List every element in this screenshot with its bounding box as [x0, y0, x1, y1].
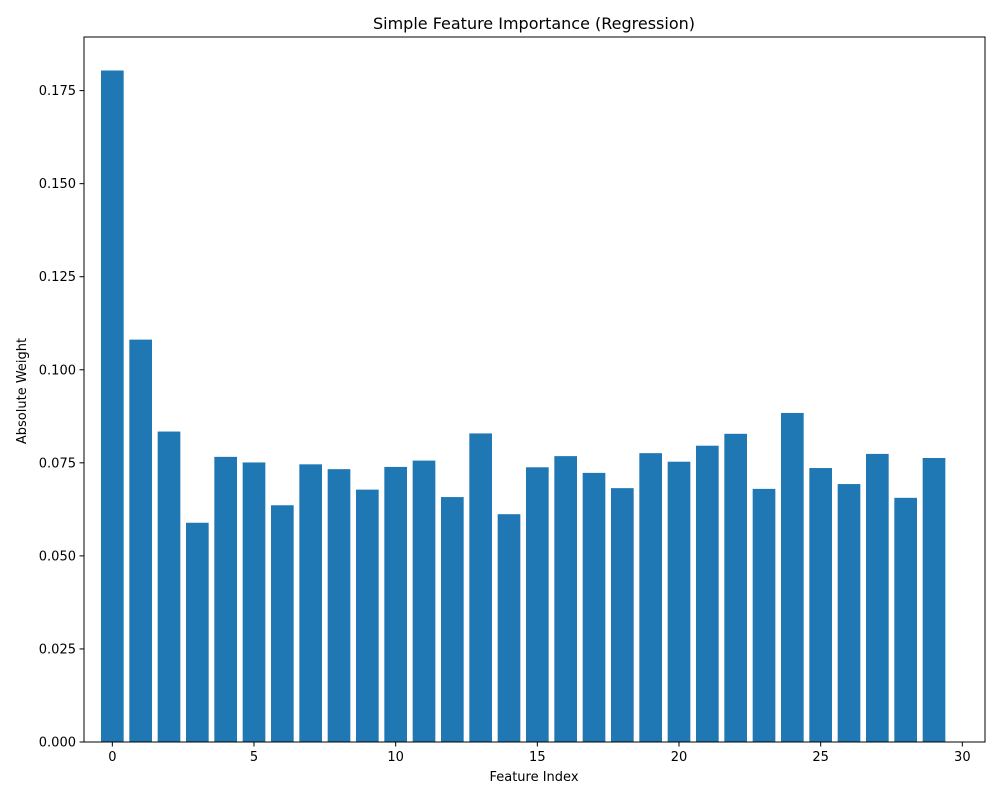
y-tick-label: 0.075 — [39, 456, 76, 471]
bar-feature-26 — [837, 484, 861, 742]
y-tick-label: 0.150 — [39, 177, 76, 192]
bar-feature-29 — [922, 457, 946, 742]
x-tick-label: 0 — [108, 750, 116, 765]
y-axis-label: Absolute Weight — [15, 338, 30, 444]
bar-feature-27 — [866, 453, 889, 742]
bar-feature-13 — [469, 433, 492, 742]
x-tick-label: 15 — [529, 750, 546, 765]
bar-feature-10 — [384, 466, 407, 742]
bar-feature-3 — [186, 522, 209, 742]
bar-feature-19 — [639, 453, 662, 742]
bar-feature-0 — [101, 70, 124, 742]
x-axis-label: Feature Index — [489, 770, 578, 785]
bar-feature-14 — [497, 514, 521, 742]
y-axis: 0.000 0.025 0.050 0.075 0.100 0.125 0.150 0.175 — [39, 84, 84, 751]
bar-feature-7 — [299, 464, 322, 742]
bar-feature-24 — [781, 412, 804, 742]
x-axis: 0 5 10 15 20 25 30 — [108, 742, 971, 765]
bar-feature-21 — [696, 445, 719, 742]
y-tick-label: 0.125 — [39, 270, 76, 285]
bar-feature-23 — [752, 488, 776, 742]
x-tick-label: 10 — [387, 750, 404, 765]
plot-frame — [83, 36, 986, 743]
bar-feature-4 — [214, 456, 237, 742]
bar-feature-15 — [526, 467, 549, 742]
bar-feature-2 — [157, 431, 181, 742]
bar-feature-11 — [412, 460, 436, 742]
bar-feature-5 — [242, 462, 266, 742]
bar-feature-18 — [611, 488, 634, 742]
bar-feature-8 — [327, 469, 351, 742]
bar-feature-12 — [441, 497, 464, 742]
bar-feature-9 — [356, 489, 379, 742]
bar-feature-25 — [809, 468, 832, 742]
y-tick-label: 0.000 — [39, 736, 76, 751]
y-tick-label: 0.025 — [39, 642, 76, 657]
bar-feature-17 — [582, 472, 606, 742]
chart-title: Simple Feature Importance (Regression) — [373, 14, 695, 33]
y-tick-label: 0.175 — [39, 84, 76, 99]
bar-feature-16 — [554, 456, 577, 742]
bar-feature-1 — [129, 339, 152, 742]
bar-feature-22 — [724, 433, 747, 742]
bar-feature-6 — [271, 505, 294, 742]
x-tick-label: 20 — [671, 750, 688, 765]
y-tick-label: 0.050 — [39, 549, 76, 564]
bar-feature-20 — [667, 461, 691, 742]
bars-group — [101, 70, 946, 742]
x-tick-label: 25 — [812, 750, 829, 765]
y-tick-label: 0.100 — [39, 363, 76, 378]
x-tick-label: 5 — [250, 750, 258, 765]
bar-feature-28 — [894, 497, 917, 742]
x-tick-label: 30 — [954, 750, 971, 765]
